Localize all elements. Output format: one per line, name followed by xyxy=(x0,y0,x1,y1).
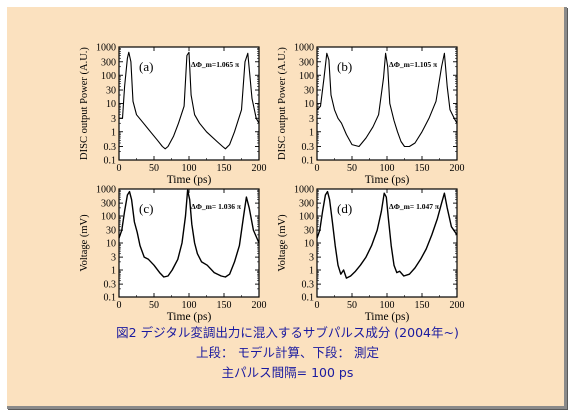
panel-c-plot-area xyxy=(118,188,260,298)
caption-line-2: 上段： モデル計算、下段： 測定 xyxy=(196,345,379,360)
panel-a-ytick-label: 1 xyxy=(111,127,116,138)
panel-a-ytick-label: 3 xyxy=(111,114,116,125)
panel-a-series-line xyxy=(119,51,260,150)
panel-d-ytick-label: 1 xyxy=(309,266,314,277)
panel-c-ytick-label: 0.3 xyxy=(104,280,117,291)
panel-b-xtick-label: 200 xyxy=(450,163,465,174)
panel-d-label: (d) xyxy=(337,201,352,216)
panel-c-xtick-label: 0 xyxy=(117,300,122,311)
panel-b-series-line xyxy=(316,52,458,148)
panel-c-ytick-label: 0.1 xyxy=(104,293,117,304)
panel-d-xtick-label: 100 xyxy=(380,300,395,311)
panel-d-ytick-label: 100 xyxy=(299,212,314,223)
panel-a-ytick-label: 0.1 xyxy=(104,156,117,167)
panel-b-label: (b) xyxy=(337,59,352,74)
panel-c-ytick-label: 10 xyxy=(106,239,116,250)
panel-a-ytick-label: 300 xyxy=(101,57,116,68)
caption-line-1: 図2 デジタル変調出力に混入するサブパルス成分 (2004年~) xyxy=(116,325,459,340)
panel-d-ytick-label: 300 xyxy=(299,199,314,210)
panel-c-xtick-label: 100 xyxy=(182,300,197,311)
panel-d-ytick-label: 0.3 xyxy=(302,280,315,291)
panel-d-ytick-label: 3 xyxy=(309,253,314,264)
panel-a-plot-area xyxy=(118,46,260,161)
panel-a-ytick-label: 1000 xyxy=(96,43,116,54)
panel-c-ylabel: Voltage (mV) xyxy=(79,214,90,272)
panel-d-series-line xyxy=(316,190,458,279)
panel-d-ytick-label: 0.1 xyxy=(302,293,315,304)
panel-d-ytick-label: 10 xyxy=(304,239,314,250)
panel-a-label: (a) xyxy=(139,59,153,74)
panel-c-xlabel: Time (ps) xyxy=(167,311,212,323)
panel-c-xtick-label: 50 xyxy=(149,300,159,311)
panel-a-xtick-label: 50 xyxy=(149,163,159,174)
caption-line-3: 主パルス間隔= 100 ps xyxy=(221,365,354,380)
panel-b-xlabel: Time (ps) xyxy=(365,174,410,186)
figure-background xyxy=(7,7,567,409)
panel-b-ytick-label: 10 xyxy=(304,99,314,110)
panel-b-ytick-label: 0.1 xyxy=(302,156,315,167)
panel-a-xtick-label: 200 xyxy=(252,163,267,174)
panel-b-ytick-label: 3 xyxy=(309,114,314,125)
panel-c-xtick-label: 200 xyxy=(252,300,267,311)
panel-a-ytick-label: 10 xyxy=(106,99,116,110)
panel-a-xtick-label: 0 xyxy=(117,163,122,174)
panel-b-annotation: ΔΦ_m=1.105 π xyxy=(389,60,438,69)
panel-b-ytick-label: 0.3 xyxy=(302,142,315,153)
panel-a-ylabel: DISC output Power (A.U.) xyxy=(79,47,90,160)
panel-b-ytick-label: 30 xyxy=(304,86,314,97)
panel-c-xtick-label: 150 xyxy=(217,300,232,311)
panel-d-xtick-label: 150 xyxy=(415,300,430,311)
panel-c-ytick-label: 1000 xyxy=(96,185,116,196)
panel-d-ylabel: Voltage (mV) xyxy=(277,214,288,272)
panel-b-ylabel: DISC output Power (A.U.) xyxy=(277,47,288,160)
panel-b-xtick-label: 100 xyxy=(380,163,395,174)
panel-d-ytick-label: 1000 xyxy=(294,185,314,196)
panel-d-xtick-label: 200 xyxy=(450,300,465,311)
panel-c-series-line xyxy=(118,189,260,278)
panel-a-ytick-label: 30 xyxy=(106,86,116,97)
panel-a-ytick-label: 0.3 xyxy=(104,142,117,153)
panel-c-ytick-label: 3 xyxy=(111,253,116,264)
panel-d-xtick-label: 0 xyxy=(315,300,320,311)
panel-c-ytick-label: 30 xyxy=(106,226,116,237)
panel-a-ytick-label: 100 xyxy=(101,71,116,82)
panel-b-xtick-label: 0 xyxy=(315,163,320,174)
panel-c-annotation: ΔΦ_m= 1.036 π xyxy=(191,202,242,211)
panel-c-label: (c) xyxy=(139,201,153,216)
panel-a-annotation: ΔΦ_m=1.065 π xyxy=(191,60,240,69)
panel-b-ytick-label: 1000 xyxy=(294,43,314,54)
panel-d-xtick-label: 50 xyxy=(347,300,357,311)
panel-d-annotation: ΔΦ_m= 1.047 π xyxy=(389,202,440,211)
panel-c-ytick-label: 300 xyxy=(101,199,116,210)
panel-d-ytick-label: 30 xyxy=(304,226,314,237)
panel-c-ytick-label: 1 xyxy=(111,266,116,277)
panel-a-xtick-label: 100 xyxy=(182,163,197,174)
panel-b-ytick-label: 100 xyxy=(299,71,314,82)
panel-d-xlabel: Time (ps) xyxy=(365,311,410,323)
panel-a-xlabel: Time (ps) xyxy=(167,174,212,186)
panel-b-ytick-label: 300 xyxy=(299,57,314,68)
panel-b-xtick-label: 150 xyxy=(415,163,430,174)
panel-b-ytick-label: 1 xyxy=(309,127,314,138)
panel-c-ytick-label: 100 xyxy=(101,212,116,223)
panel-a-xtick-label: 150 xyxy=(217,163,232,174)
panel-b-xtick-label: 50 xyxy=(347,163,357,174)
